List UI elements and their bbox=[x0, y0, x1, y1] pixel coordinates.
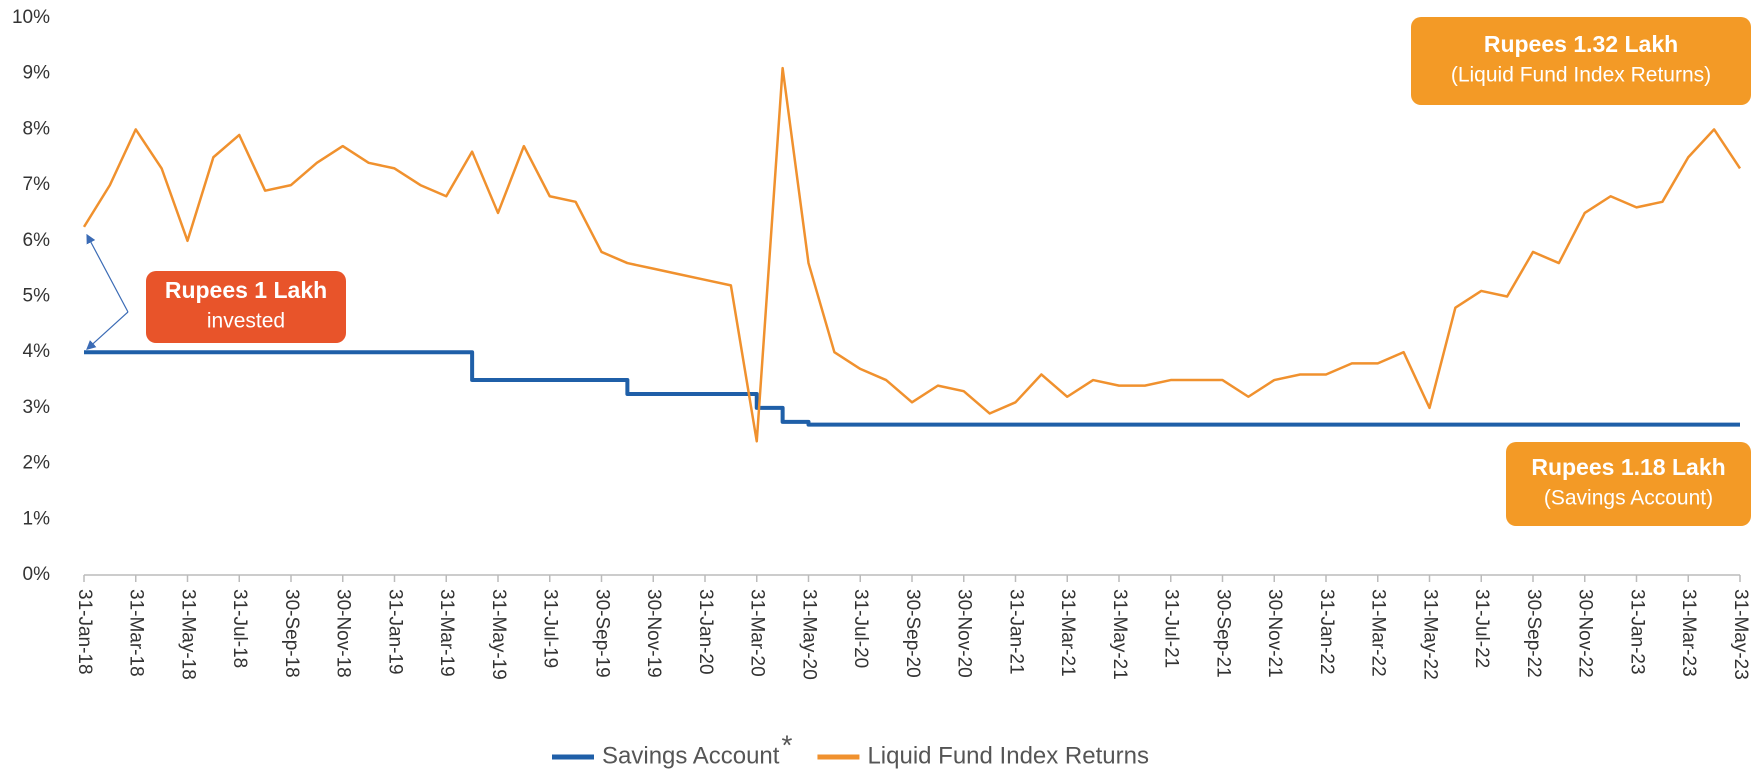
x-tick-label: 31-Jan-20 bbox=[695, 589, 716, 675]
x-tick-label: 31-Jan-22 bbox=[1316, 589, 1337, 675]
y-tick-label: 7% bbox=[23, 174, 51, 195]
x-tick-label: 31-Jan-19 bbox=[384, 589, 405, 675]
legend-footnote-mark: * bbox=[781, 729, 792, 760]
legend-label: Liquid Fund Index Returns bbox=[867, 742, 1149, 769]
x-tick-label: 31-Mar-18 bbox=[126, 589, 147, 677]
x-tick-label: 30-Sep-22 bbox=[1523, 589, 1544, 678]
x-tick-label: 30-Nov-20 bbox=[954, 589, 975, 678]
y-tick-label: 4% bbox=[23, 341, 51, 362]
x-tick-label: 31-Jul-18 bbox=[229, 589, 250, 668]
series-line bbox=[84, 350, 1740, 427]
annotation-title: Rupees 1.18 Lakh bbox=[1531, 454, 1725, 480]
x-tick-label: 30-Nov-19 bbox=[643, 589, 664, 678]
x-tick-label: 31-Jan-23 bbox=[1626, 589, 1647, 675]
x-tick-label: 30-Sep-19 bbox=[591, 589, 612, 678]
x-tick-label: 31-Mar-23 bbox=[1678, 589, 1699, 677]
x-tick-label: 31-May-19 bbox=[488, 589, 509, 680]
annotation-subtext: (Liquid Fund Index Returns) bbox=[1451, 64, 1711, 87]
x-tick-label: 30-Nov-22 bbox=[1575, 589, 1596, 678]
x-tick-label: 31-Jul-19 bbox=[540, 589, 561, 668]
x-tick-label: 30-Sep-18 bbox=[281, 589, 302, 678]
x-tick-label: 31-May-21 bbox=[1109, 589, 1130, 680]
y-tick-label: 10% bbox=[12, 7, 50, 28]
x-tick-label: 31-Mar-22 bbox=[1368, 589, 1389, 677]
y-tick-label: 8% bbox=[23, 118, 51, 139]
y-tick-label: 0% bbox=[23, 564, 51, 585]
x-tick-label: 30-Nov-18 bbox=[333, 589, 354, 678]
y-tick-label: 5% bbox=[23, 286, 51, 307]
x-tick-label: 31-May-20 bbox=[798, 589, 819, 680]
x-tick-label: 30-Sep-21 bbox=[1212, 589, 1233, 678]
y-tick-label: 9% bbox=[23, 63, 51, 84]
x-tick-label: 30-Nov-21 bbox=[1264, 589, 1285, 678]
x-tick-label: 31-May-22 bbox=[1419, 589, 1440, 680]
x-tick-label: 31-May-18 bbox=[177, 589, 198, 680]
x-tick-label: 30-Sep-20 bbox=[902, 589, 923, 678]
arrow bbox=[86, 311, 129, 351]
y-tick-label: 6% bbox=[23, 230, 51, 251]
annotation-subtext: (Savings Account) bbox=[1544, 487, 1713, 510]
annotation-title: Rupees 1 Lakh bbox=[165, 277, 327, 303]
y-tick-label: 3% bbox=[23, 397, 51, 418]
annotation-box bbox=[1411, 17, 1751, 105]
annotation-box bbox=[146, 271, 346, 343]
x-tick-label: 31-Jan-18 bbox=[74, 589, 95, 675]
x-tick-label: 31-Mar-20 bbox=[747, 589, 768, 677]
x-tick-label: 31-Jul-20 bbox=[850, 589, 871, 668]
annotation-title: Rupees 1.32 Lakh bbox=[1484, 31, 1678, 57]
arrow bbox=[86, 233, 129, 313]
x-tick-label: 31-Jul-21 bbox=[1161, 589, 1182, 668]
legend-label: Savings Account bbox=[602, 742, 780, 769]
x-tick-label: 31-Mar-21 bbox=[1057, 589, 1078, 677]
annotation-subtext: invested bbox=[207, 310, 285, 333]
y-tick-label: 2% bbox=[23, 453, 51, 474]
x-tick-label: 31-Jul-22 bbox=[1471, 589, 1492, 668]
x-tick-label: 31-May-23 bbox=[1730, 589, 1751, 680]
x-tick-label: 31-Mar-19 bbox=[436, 589, 457, 677]
y-tick-label: 1% bbox=[23, 508, 51, 529]
series-line bbox=[82, 66, 1742, 443]
x-tick-label: 31-Jan-21 bbox=[1005, 589, 1026, 675]
annotation-box bbox=[1506, 442, 1751, 526]
